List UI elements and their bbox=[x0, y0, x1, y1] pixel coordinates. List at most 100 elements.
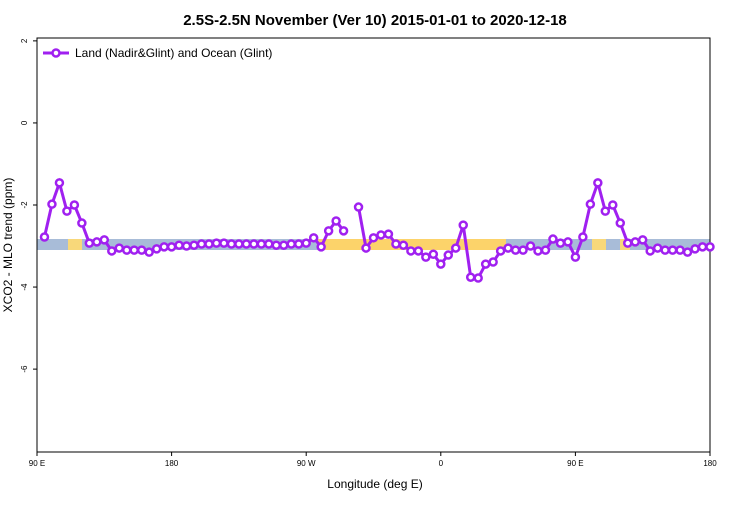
series-line bbox=[357, 177, 710, 280]
data-point bbox=[181, 241, 192, 251]
data-point bbox=[608, 200, 618, 210]
data-point bbox=[682, 247, 693, 257]
x-tick-label: 90 W bbox=[297, 459, 316, 468]
x-tick-label: 180 bbox=[165, 459, 179, 468]
data-point bbox=[480, 259, 491, 269]
data-point bbox=[129, 245, 139, 255]
data-point bbox=[510, 245, 521, 255]
x-tick-label: 90 E bbox=[567, 459, 583, 468]
data-point bbox=[77, 218, 87, 228]
data-point bbox=[473, 273, 483, 283]
data-point bbox=[361, 243, 371, 253]
y-tick-label: -6 bbox=[20, 365, 29, 373]
data-point bbox=[196, 239, 207, 249]
data-point bbox=[54, 178, 65, 188]
y-tick-label: 2 bbox=[20, 38, 29, 43]
data-point bbox=[308, 233, 319, 243]
data-point bbox=[660, 245, 670, 255]
data-point bbox=[503, 243, 513, 253]
data-point bbox=[570, 252, 581, 262]
data-point bbox=[376, 230, 386, 240]
data-point bbox=[323, 226, 334, 236]
y-tick-label: -2 bbox=[20, 201, 29, 209]
data-point bbox=[398, 240, 409, 250]
x-axis-label: Longitude (deg E) bbox=[327, 477, 422, 491]
y-tick-label: -4 bbox=[20, 283, 29, 291]
x-tick-label: 90 E bbox=[29, 459, 45, 468]
data-point bbox=[697, 242, 708, 252]
data-point bbox=[249, 239, 259, 249]
data-point bbox=[406, 246, 416, 256]
data-point bbox=[451, 243, 461, 253]
data-point bbox=[645, 246, 655, 256]
data-point bbox=[107, 246, 117, 256]
data-point bbox=[114, 243, 125, 253]
legend-marker bbox=[51, 48, 61, 58]
data-point bbox=[84, 238, 95, 248]
data-point bbox=[159, 242, 169, 252]
chart-title: 2.5S-2.5N November (Ver 10) 2015-01-01 t… bbox=[183, 12, 567, 29]
data-point bbox=[144, 247, 154, 257]
data-point bbox=[690, 244, 700, 254]
data-point bbox=[465, 272, 476, 282]
data-point bbox=[548, 234, 558, 244]
data-point bbox=[151, 244, 162, 254]
data-point bbox=[585, 199, 596, 209]
data-point bbox=[121, 245, 132, 255]
data-point bbox=[540, 245, 551, 255]
data-point bbox=[443, 250, 454, 260]
data-point bbox=[495, 246, 506, 256]
data-point bbox=[436, 259, 446, 269]
data-point bbox=[622, 238, 633, 248]
data-point bbox=[47, 199, 57, 209]
x-tick-label: 0 bbox=[439, 459, 444, 468]
data-point bbox=[286, 239, 296, 249]
data-point bbox=[264, 239, 274, 249]
data-point bbox=[99, 235, 110, 245]
data-point bbox=[630, 237, 640, 247]
data-point bbox=[219, 238, 229, 248]
data-point bbox=[488, 257, 498, 267]
data-point bbox=[256, 239, 267, 249]
data-point bbox=[637, 235, 648, 245]
data-point bbox=[136, 245, 147, 255]
data-point bbox=[234, 239, 244, 249]
data-point bbox=[563, 237, 573, 247]
data-point bbox=[705, 242, 715, 252]
data-point bbox=[211, 238, 222, 248]
data-point bbox=[166, 242, 177, 252]
x-tick-label: 180 bbox=[703, 459, 717, 468]
data-point bbox=[39, 232, 50, 242]
data-point bbox=[189, 240, 199, 250]
data-point bbox=[92, 237, 102, 247]
data-point bbox=[600, 206, 611, 216]
data-point bbox=[353, 202, 364, 212]
data-point bbox=[241, 239, 252, 249]
data-point bbox=[301, 238, 311, 248]
data-point bbox=[555, 238, 566, 248]
data-point bbox=[421, 252, 431, 262]
data-point bbox=[204, 239, 214, 249]
data-point bbox=[675, 245, 685, 255]
data-point bbox=[226, 239, 237, 249]
data-point bbox=[391, 239, 401, 249]
data-point bbox=[428, 249, 439, 259]
data-point bbox=[578, 232, 588, 242]
data-point bbox=[293, 239, 304, 249]
data-point bbox=[62, 206, 72, 216]
data-point bbox=[69, 200, 80, 210]
legend-label: Land (Nadir&Glint) and Ocean (Glint) bbox=[75, 46, 272, 60]
data-point bbox=[593, 178, 603, 188]
data-point bbox=[174, 240, 184, 250]
data-point bbox=[615, 218, 626, 228]
data-point bbox=[271, 240, 282, 250]
data-point bbox=[458, 220, 468, 230]
data-point bbox=[652, 243, 663, 253]
data-point bbox=[368, 233, 379, 243]
data-point bbox=[533, 246, 543, 256]
data-point bbox=[331, 216, 341, 226]
data-point bbox=[667, 245, 678, 255]
data-point bbox=[279, 240, 289, 250]
data-point bbox=[518, 245, 528, 255]
data-point bbox=[413, 246, 424, 256]
